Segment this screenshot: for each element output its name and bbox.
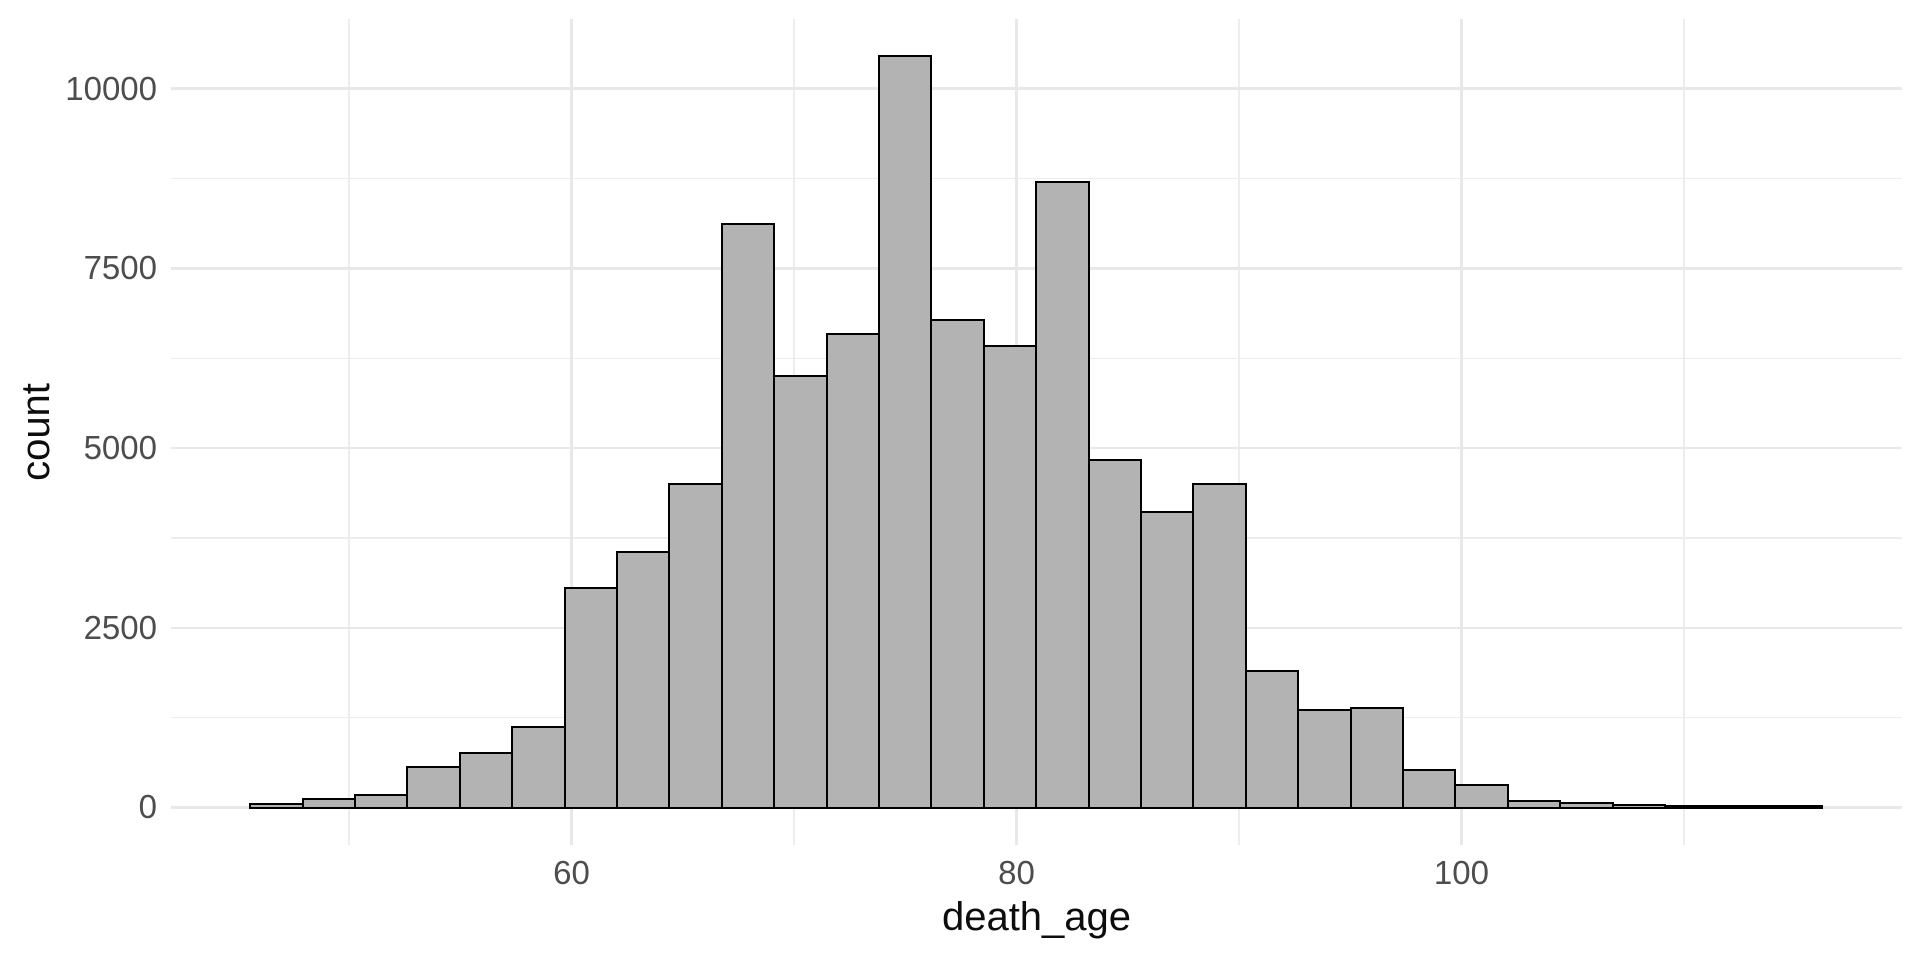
x-axis-title: death_age bbox=[941, 895, 1132, 939]
grid-minor-x bbox=[1683, 19, 1685, 845]
histogram-bar bbox=[1768, 805, 1824, 810]
y-axis-tick-label: 0 bbox=[138, 788, 157, 826]
histogram-bar bbox=[1087, 458, 1143, 810]
grid-major-x bbox=[570, 19, 573, 845]
histogram-bar bbox=[1244, 669, 1300, 810]
histogram-bar bbox=[1506, 799, 1562, 810]
histogram-bar bbox=[563, 586, 619, 810]
histogram-bar bbox=[1716, 804, 1771, 810]
grid-minor-x bbox=[348, 19, 350, 845]
histogram-bar bbox=[1349, 706, 1405, 810]
x-axis-tick-label: 80 bbox=[998, 854, 1035, 891]
histogram-bar bbox=[1611, 803, 1667, 810]
histogram-bar bbox=[1402, 768, 1457, 810]
histogram-bar bbox=[1559, 802, 1614, 810]
histogram-bar bbox=[773, 374, 828, 810]
histogram-bar bbox=[249, 803, 304, 810]
histogram-bar bbox=[1297, 708, 1352, 810]
y-axis-tick-label: 5000 bbox=[83, 429, 157, 467]
x-axis-tick-label: 60 bbox=[553, 854, 590, 891]
grid-minor-y bbox=[171, 177, 1902, 180]
histogram-bar bbox=[1454, 783, 1509, 810]
histogram-bar bbox=[616, 550, 671, 810]
histogram-bar bbox=[406, 765, 461, 810]
grid-major-y bbox=[171, 87, 1902, 90]
histogram-bar bbox=[930, 318, 985, 810]
grid-minor-x bbox=[1238, 19, 1240, 845]
histogram-bar bbox=[720, 222, 776, 810]
histogram-bar bbox=[1192, 482, 1247, 810]
histogram-bar bbox=[825, 332, 881, 810]
y-axis-tick-label: 7500 bbox=[83, 249, 157, 287]
histogram-bar bbox=[301, 798, 356, 810]
histogram-bar bbox=[878, 54, 933, 810]
histogram-bar bbox=[1035, 180, 1090, 810]
histogram-bar bbox=[511, 725, 566, 810]
grid-major-x bbox=[1460, 19, 1463, 845]
histogram-bar bbox=[982, 344, 1038, 810]
y-axis-tick-label: 10000 bbox=[65, 69, 157, 107]
x-axis-tick-label: 100 bbox=[1433, 854, 1489, 891]
y-axis-tick-label: 2500 bbox=[83, 608, 157, 646]
histogram-bar bbox=[668, 482, 723, 810]
histogram-bar bbox=[354, 793, 409, 810]
histogram-bar bbox=[458, 751, 514, 810]
histogram-bar bbox=[1140, 510, 1195, 810]
histogram-bar bbox=[1664, 804, 1719, 810]
